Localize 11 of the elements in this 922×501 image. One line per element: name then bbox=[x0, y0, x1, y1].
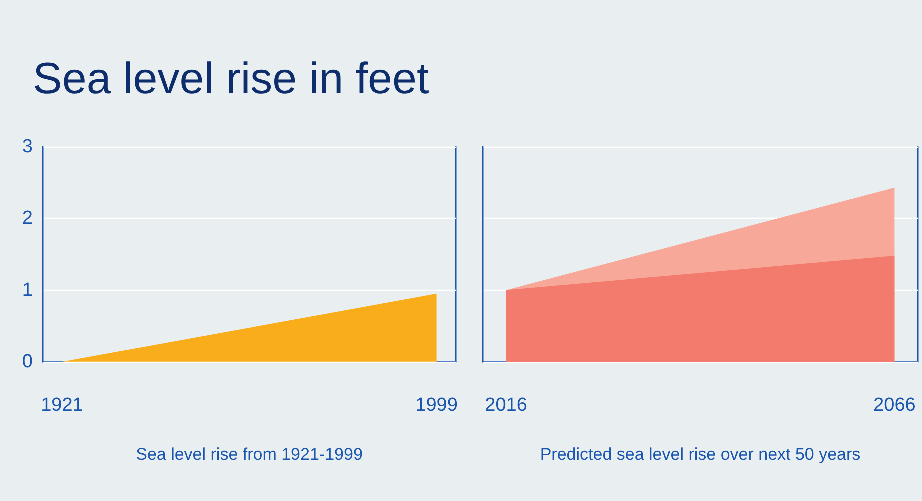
y-tick-label: 3 bbox=[22, 136, 33, 158]
y-tick-label: 0 bbox=[22, 352, 33, 372]
chart-title: Sea level rise in feet bbox=[33, 54, 430, 104]
x-tick-label: 2016 bbox=[485, 395, 528, 416]
x-axis-title: Sea level rise from 1921-1999 bbox=[136, 445, 363, 464]
y-tick-label: 1 bbox=[22, 280, 33, 301]
y-tick-label: 2 bbox=[22, 208, 33, 230]
x-tick-label: 1921 bbox=[41, 395, 84, 416]
x-tick-label: 1999 bbox=[416, 395, 458, 416]
x-tick-label: 2066 bbox=[874, 395, 916, 416]
x-axis-title: Predicted sea level rise over next 50 years bbox=[540, 445, 861, 464]
